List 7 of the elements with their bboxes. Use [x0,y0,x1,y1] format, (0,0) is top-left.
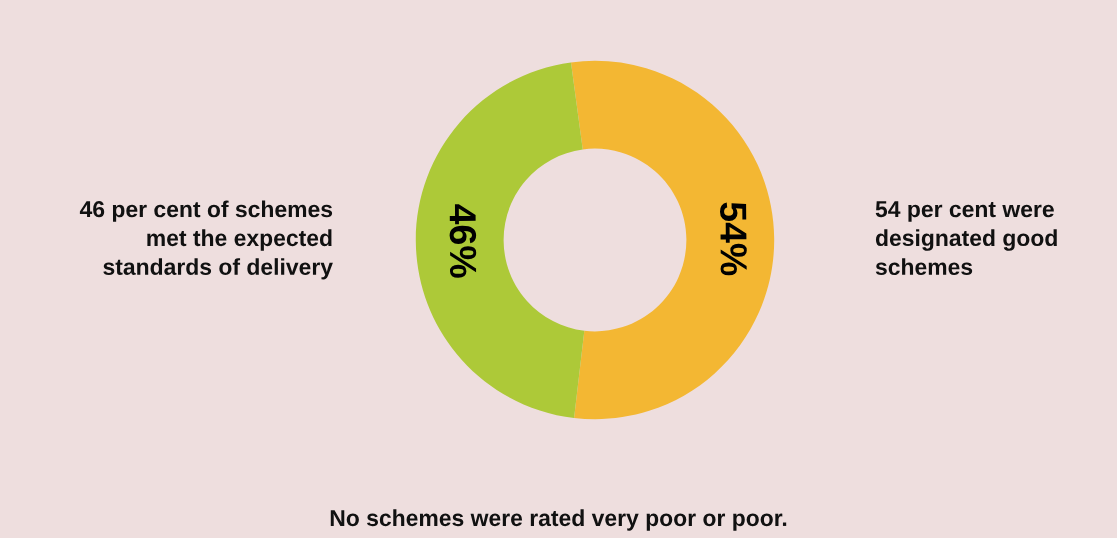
text: 46 per cent of schemes met the expected standards of delivery [79,200,333,280]
data-label: 54% [719,202,747,276]
donut-slice [570,60,775,420]
text: No schemes were rated very poor or poor. [330,509,787,531]
data-label: 46% [449,204,477,278]
donut-slice [415,62,585,418]
text: 54 per cent were designated good schemes [875,201,1057,276]
